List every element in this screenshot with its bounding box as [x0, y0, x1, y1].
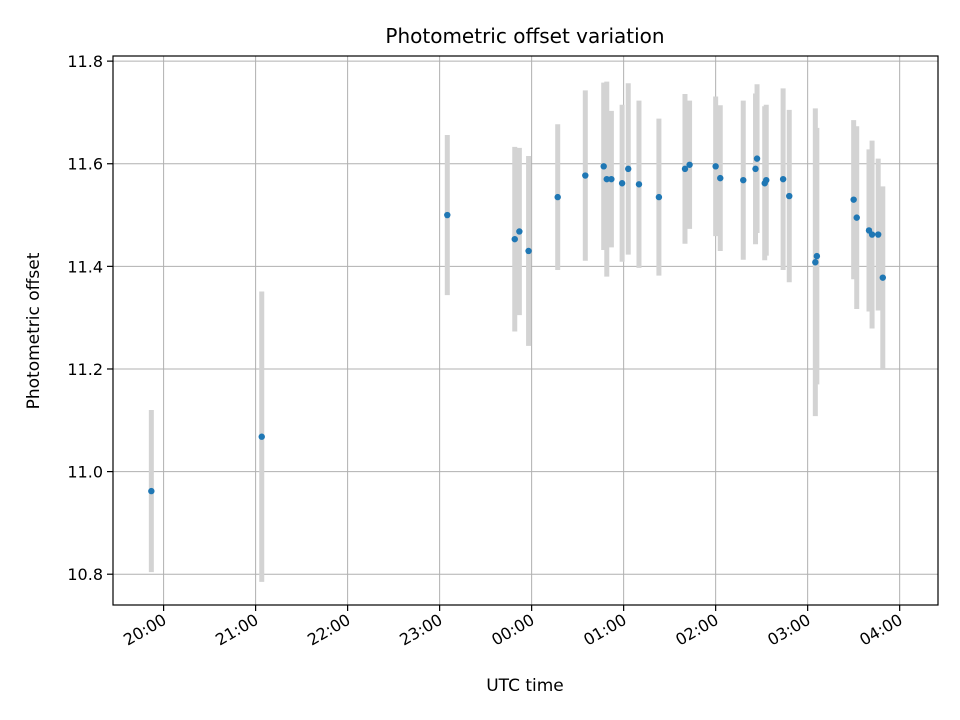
x-tick-label: 20:00	[120, 610, 169, 650]
point-layer	[148, 155, 886, 495]
x-tick-label: 21:00	[212, 610, 261, 650]
data-point	[148, 487, 155, 495]
data-point	[717, 174, 724, 182]
tick-layer: 20:00 21:00 22:00 23:00 00:00 01:00 02:00 03:00…	[67, 52, 905, 649]
data-point	[813, 252, 821, 260]
data-point	[554, 193, 561, 201]
data-point	[444, 211, 451, 219]
data-point	[625, 165, 632, 173]
data-point	[525, 247, 532, 255]
y-tick-label: 10.8	[67, 565, 103, 584]
data-point	[853, 214, 860, 221]
y-tick-label: 11.2	[67, 360, 103, 379]
x-axis-label: UTC time	[486, 676, 564, 696]
data-point	[516, 228, 523, 235]
x-tick-label: 23:00	[396, 610, 445, 650]
data-point	[786, 192, 793, 200]
data-point	[868, 231, 876, 238]
data-point	[600, 163, 607, 170]
data-point	[712, 163, 719, 170]
x-tick-label: 02:00	[672, 610, 721, 650]
x-tick-label: 04:00	[856, 610, 905, 650]
data-point	[753, 155, 761, 162]
data-point	[879, 274, 886, 281]
data-point	[511, 235, 518, 243]
y-tick-label: 11.0	[67, 463, 103, 482]
data-point	[608, 175, 615, 183]
x-tick-label: 03:00	[764, 610, 813, 650]
plot-frame	[112, 55, 939, 606]
data-point	[874, 231, 882, 238]
data-point	[635, 181, 643, 188]
x-tick-label: 00:00	[488, 610, 537, 650]
data-point	[655, 193, 663, 201]
y-tick-label: 11.4	[67, 257, 103, 276]
data-point	[582, 172, 589, 179]
data-point	[686, 161, 693, 168]
x-tick-label: 22:00	[304, 610, 353, 650]
chart-title: Photometric offset variation	[385, 24, 664, 48]
y-tick-label: 11.8	[67, 52, 103, 71]
data-point	[763, 176, 770, 184]
data-point	[258, 433, 265, 440]
data-point	[752, 165, 759, 173]
errorbar-layer	[148, 81, 886, 582]
data-point	[618, 180, 626, 187]
data-point	[603, 175, 610, 183]
data-point	[681, 165, 689, 173]
data-point	[740, 176, 747, 184]
y-tick-label: 11.6	[67, 155, 103, 174]
data-point	[779, 175, 787, 183]
x-tick-label: 01:00	[580, 610, 629, 650]
y-axis-label: Photometric offset	[24, 252, 44, 409]
data-point	[812, 259, 819, 266]
data-point	[850, 196, 857, 203]
